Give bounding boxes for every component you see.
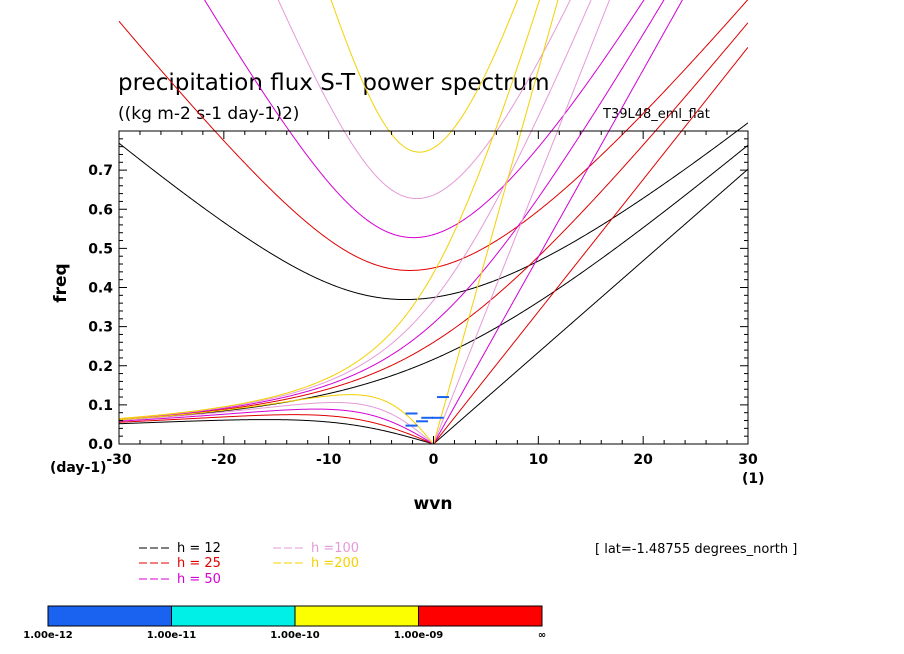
legend-label: h = 25 [177, 556, 221, 571]
y-tick-label: 0.5 [88, 241, 113, 257]
colorbar-label: 1.00e-12 [23, 630, 73, 641]
y-tick-label: 0.7 [88, 163, 113, 179]
y-tick-label: 0.3 [88, 320, 113, 336]
kelvin-curve [433, 0, 559, 444]
y-tick-label: 0.2 [88, 359, 113, 375]
colorbar-label: 1.00e-09 [394, 630, 444, 641]
x-tick-label: 20 [633, 452, 653, 468]
legend-label: h = 50 [177, 572, 221, 587]
spectrum-patch [405, 412, 418, 415]
kelvin-curve [433, 168, 748, 444]
kelvin-curve [433, 0, 683, 444]
colorbar-swatch [171, 605, 296, 627]
rossby-curve [118, 408, 434, 444]
x-tick-label: 0 [429, 452, 439, 468]
colorbar-swatch [294, 605, 419, 627]
axis-ticks: -30 -20 -10 0 10 20 30 0.0 0.1 0.2 0.3 0.4 0.5 0.6 0.7 [88, 131, 758, 468]
spectrum-patches [405, 396, 449, 427]
chart-title: precipitation flux S-T power spectrum [118, 70, 550, 96]
x-tick-label: -20 [211, 452, 237, 468]
x-tick-label: 30 [738, 452, 758, 468]
experiment-label: T39L48_eml_flat [602, 107, 710, 122]
spectrum-patch [436, 396, 449, 399]
mrg-curve [118, 0, 665, 420]
x-tick-label: -30 [106, 452, 132, 468]
colorbar-swatch [47, 605, 172, 627]
mrg-curve [118, 0, 592, 420]
colorbar-label: 1.00e-11 [147, 630, 197, 641]
kelvin-curve [433, 0, 611, 444]
dispersion-curves [118, 0, 748, 444]
mrg-curve [118, 0, 541, 420]
legend-label: h = 12 [177, 541, 221, 556]
rossby-curve [118, 394, 434, 444]
kelvin-curve [433, 46, 748, 444]
spectrum-patch [431, 416, 444, 419]
y-tick-label: 0.1 [88, 398, 113, 414]
y-tick-label: 0.4 [88, 281, 113, 297]
chart-subtitle: ((kg m-2 s-1 day-1)2) [118, 104, 299, 124]
gravity-curve [330, 0, 518, 153]
x-tick-label: -10 [316, 452, 342, 468]
gravity-curve [204, 0, 645, 239]
rossby-curve [118, 414, 434, 444]
plot-frame [118, 130, 749, 445]
colorbar-swatch [418, 605, 543, 627]
colorbar-label: 1.00e-10 [270, 630, 320, 641]
rossby-curve [118, 402, 434, 444]
gravity-curve [118, 0, 748, 271]
spectrum-patch [416, 420, 429, 423]
rossby-curve [118, 419, 434, 444]
y-tick-label: 0.0 [88, 437, 113, 453]
spectrum-patch [405, 424, 418, 427]
latitude-note: [ lat=-1.48755 degrees_north ] [595, 542, 797, 557]
y-axis-label: freq [51, 263, 71, 302]
y-unit-label: (day-1) [50, 460, 107, 476]
colorbar-label: ∞ [538, 630, 546, 641]
gravity-curve [118, 122, 748, 301]
spectrum-patch [421, 416, 434, 419]
colorbar: 1.00e-12 1.00e-11 1.00e-10 1.00e-09 ∞ [23, 605, 546, 641]
legend-label: h =200 [311, 556, 359, 571]
mrg-curve [118, 144, 748, 421]
gravity-curve [277, 0, 571, 200]
x-unit-label: (1) [742, 471, 765, 487]
mrg-curve [118, 22, 748, 420]
y-tick-label: 0.6 [88, 202, 113, 218]
x-axis-label: wvn [414, 494, 453, 514]
legend-label: h =100 [311, 541, 359, 556]
x-tick-label: 10 [529, 452, 549, 468]
